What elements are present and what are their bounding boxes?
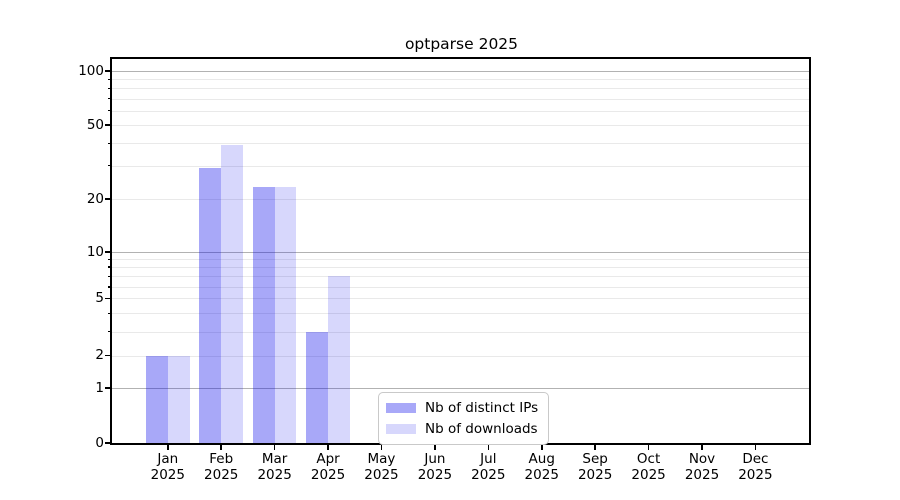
gridline-major-1 (112, 388, 809, 389)
y-minortick-8 (108, 266, 111, 268)
gridline-major-100 (112, 71, 809, 72)
y-minortick-30 (108, 164, 111, 167)
x-tick-Dec (754, 445, 757, 450)
x-tick-Nov (701, 445, 703, 450)
x-tick-May (380, 445, 383, 450)
x-tick-label-Nov: Nov 2025 (684, 451, 720, 483)
legend-swatch-distinct-ips (386, 402, 416, 414)
y-tick-label-50: 50 (86, 116, 104, 133)
gridline-minor-8 (112, 267, 809, 268)
y-minortick-90 (108, 78, 111, 80)
gridline-minor-2 (112, 355, 809, 357)
y-minortick-70 (108, 98, 111, 100)
bar-distinct-ips-Feb (199, 168, 222, 443)
x-tick-label-Jul: Jul 2025 (471, 451, 506, 483)
y-tick-2 (105, 354, 111, 357)
bar-downloads-Mar (274, 187, 297, 443)
gridline-minor-5 (112, 298, 809, 300)
y-tick-50 (105, 124, 111, 126)
gridline-minor-6 (112, 287, 809, 288)
gridline-minor-40 (112, 143, 809, 145)
y-minortick-40 (108, 142, 111, 144)
gridline-minor-9 (112, 259, 809, 261)
gridline-minor-3 (112, 331, 809, 333)
legend-row: Nb of distinct IPs (386, 398, 538, 418)
y-tick-label-100: 100 (78, 62, 104, 79)
y-tick-0 (105, 442, 111, 444)
x-tick-label-May: May 2025 (364, 451, 399, 483)
y-tick-100 (105, 70, 111, 72)
y-tick-10 (105, 251, 111, 253)
bar-downloads-Feb (221, 145, 244, 443)
legend: Nb of distinct IPs Nb of downloads (378, 392, 550, 445)
x-tick-label-Aug: Aug 2025 (524, 451, 559, 483)
plot-canvas (112, 59, 809, 443)
x-tick-Apr (327, 445, 329, 450)
plot-area (110, 57, 811, 445)
gridline-minor-20 (112, 199, 809, 200)
x-tick-label-Jan: Jan 2025 (150, 451, 185, 483)
y-minortick-60 (108, 110, 111, 112)
y-tick-1 (105, 387, 111, 389)
y-minortick-4 (108, 312, 111, 314)
x-tick-Mar (273, 445, 276, 450)
gridline-minor-30 (112, 165, 809, 167)
chart-title: optparse 2025 (404, 35, 519, 53)
x-tick-label-Dec: Dec 2025 (738, 451, 773, 483)
y-tick-label-20: 20 (86, 190, 104, 207)
gridline-minor-50 (112, 125, 809, 126)
y-tick-label-0: 0 (95, 434, 104, 451)
gridline-minor-7 (112, 276, 809, 278)
x-tick-Aug (540, 445, 543, 450)
y-tick-5 (105, 297, 111, 300)
gridline-minor-4 (112, 313, 809, 315)
y-minortick-80 (108, 87, 111, 89)
gridline-minor-90 (112, 79, 809, 81)
x-tick-Jul (487, 445, 490, 450)
gridline-minor-80 (112, 88, 809, 90)
x-tick-label-Sep: Sep 2025 (577, 451, 613, 483)
x-tick-label-Oct: Oct 2025 (631, 451, 666, 483)
legend-row: Nb of downloads (386, 419, 538, 439)
x-tick-label-Mar: Mar 2025 (257, 451, 292, 483)
x-tick-label-Jun: Jun 2025 (417, 451, 453, 483)
bar-distinct-ips-Apr (306, 331, 329, 443)
y-tick-label-1: 1 (95, 379, 104, 396)
bar-distinct-ips-Mar (252, 187, 275, 443)
x-tick-Sep (594, 445, 596, 450)
y-minortick-9 (108, 258, 111, 260)
gridline-major-10 (112, 252, 809, 253)
y-minortick-3 (108, 331, 111, 333)
bar-downloads-Jan (167, 355, 190, 443)
x-tick-label-Apr: Apr 2025 (310, 451, 346, 483)
gridline-minor-60 (112, 110, 809, 112)
y-tick-label-10: 10 (86, 243, 104, 260)
legend-label-distinct-ips: Nb of distinct IPs (425, 400, 539, 416)
x-tick-Jan (167, 445, 169, 450)
x-tick-Feb (220, 445, 222, 450)
y-minortick-6 (108, 286, 111, 288)
x-tick-Jun (434, 445, 436, 450)
x-tick-Oct (647, 445, 650, 450)
y-tick-label-5: 5 (95, 289, 104, 306)
bar-downloads-Apr (328, 276, 350, 443)
y-tick-label-2: 2 (95, 347, 104, 363)
bar-distinct-ips-Jan (146, 355, 168, 443)
legend-swatch-downloads (386, 423, 416, 435)
y-minortick-7 (108, 275, 111, 277)
y-tick-20 (105, 198, 111, 200)
x-tick-label-Feb: Feb 2025 (204, 451, 239, 483)
legend-label-downloads: Nb of downloads (425, 421, 538, 437)
gridline-minor-70 (112, 98, 809, 100)
